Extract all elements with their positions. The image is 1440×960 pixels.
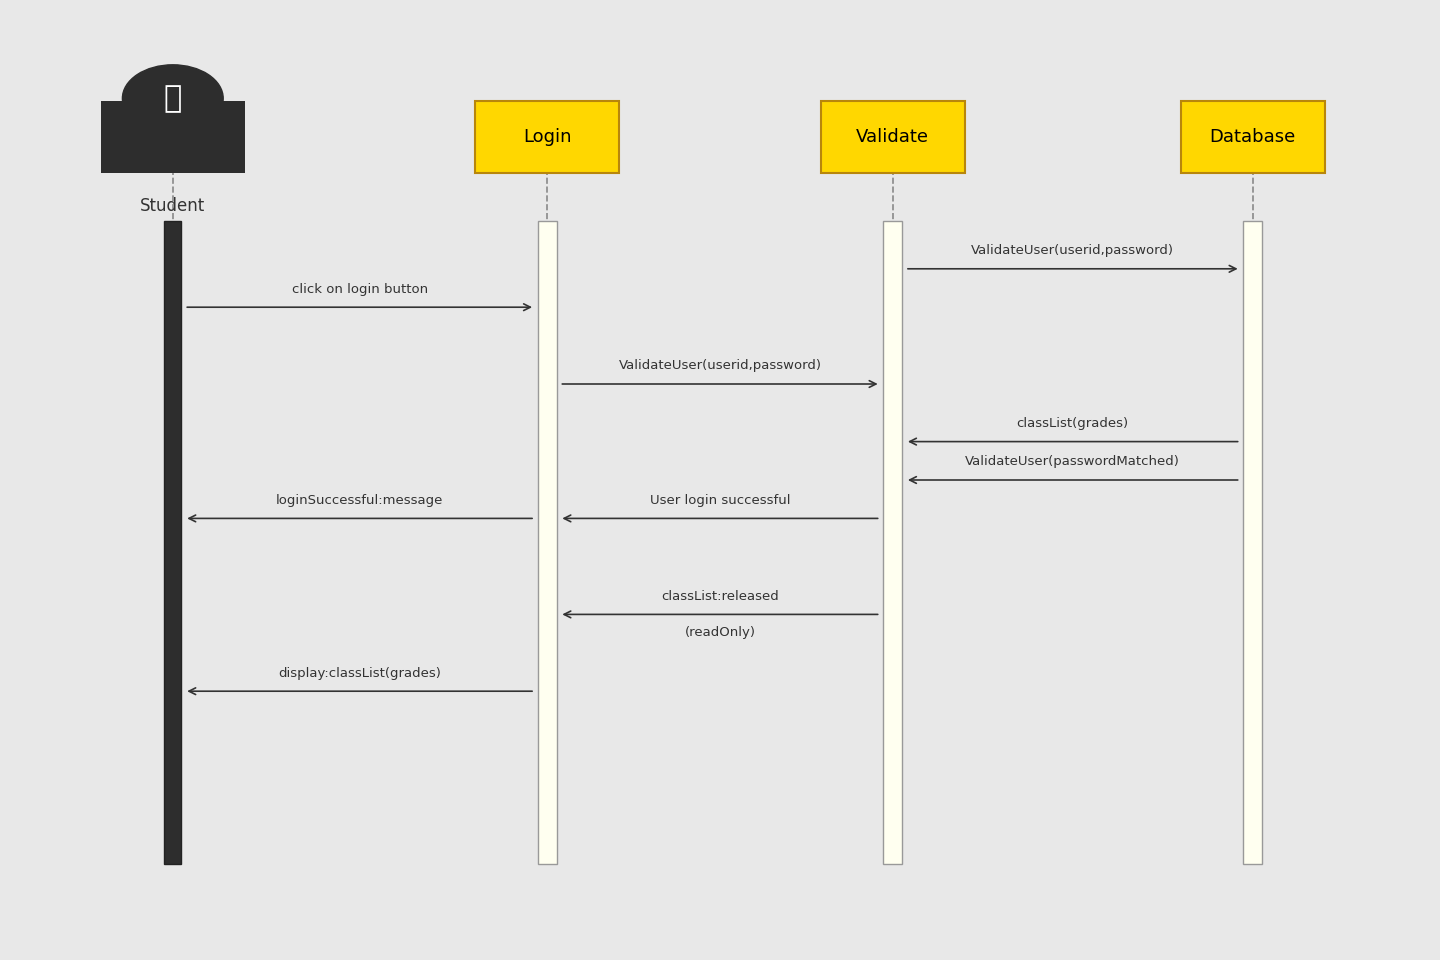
FancyBboxPatch shape xyxy=(821,101,965,173)
Bar xyxy=(1244,221,1261,864)
Text: click on login button: click on login button xyxy=(291,282,428,296)
Text: ValidateUser(userid,password): ValidateUser(userid,password) xyxy=(619,359,821,372)
Bar xyxy=(164,221,181,864)
Text: display:classList(grades): display:classList(grades) xyxy=(278,666,441,680)
FancyBboxPatch shape xyxy=(101,101,245,173)
FancyBboxPatch shape xyxy=(475,101,619,173)
Text: classList(grades): classList(grades) xyxy=(1017,417,1129,430)
Bar xyxy=(884,221,901,864)
Circle shape xyxy=(122,65,223,132)
Text: 🎓: 🎓 xyxy=(164,84,181,113)
Text: ValidateUser(passwordMatched): ValidateUser(passwordMatched) xyxy=(965,455,1181,468)
Bar xyxy=(539,221,557,864)
FancyBboxPatch shape xyxy=(1181,101,1325,173)
Text: (readOnly): (readOnly) xyxy=(684,626,756,639)
Text: classList:released: classList:released xyxy=(661,589,779,603)
Text: ValidateUser(userid,password): ValidateUser(userid,password) xyxy=(972,244,1174,257)
Text: Database: Database xyxy=(1210,128,1296,146)
Text: Login: Login xyxy=(523,128,572,146)
Text: Student: Student xyxy=(140,197,206,215)
Text: Validate: Validate xyxy=(857,128,929,146)
Text: User login successful: User login successful xyxy=(649,493,791,507)
Text: loginSuccessful:message: loginSuccessful:message xyxy=(276,493,444,507)
